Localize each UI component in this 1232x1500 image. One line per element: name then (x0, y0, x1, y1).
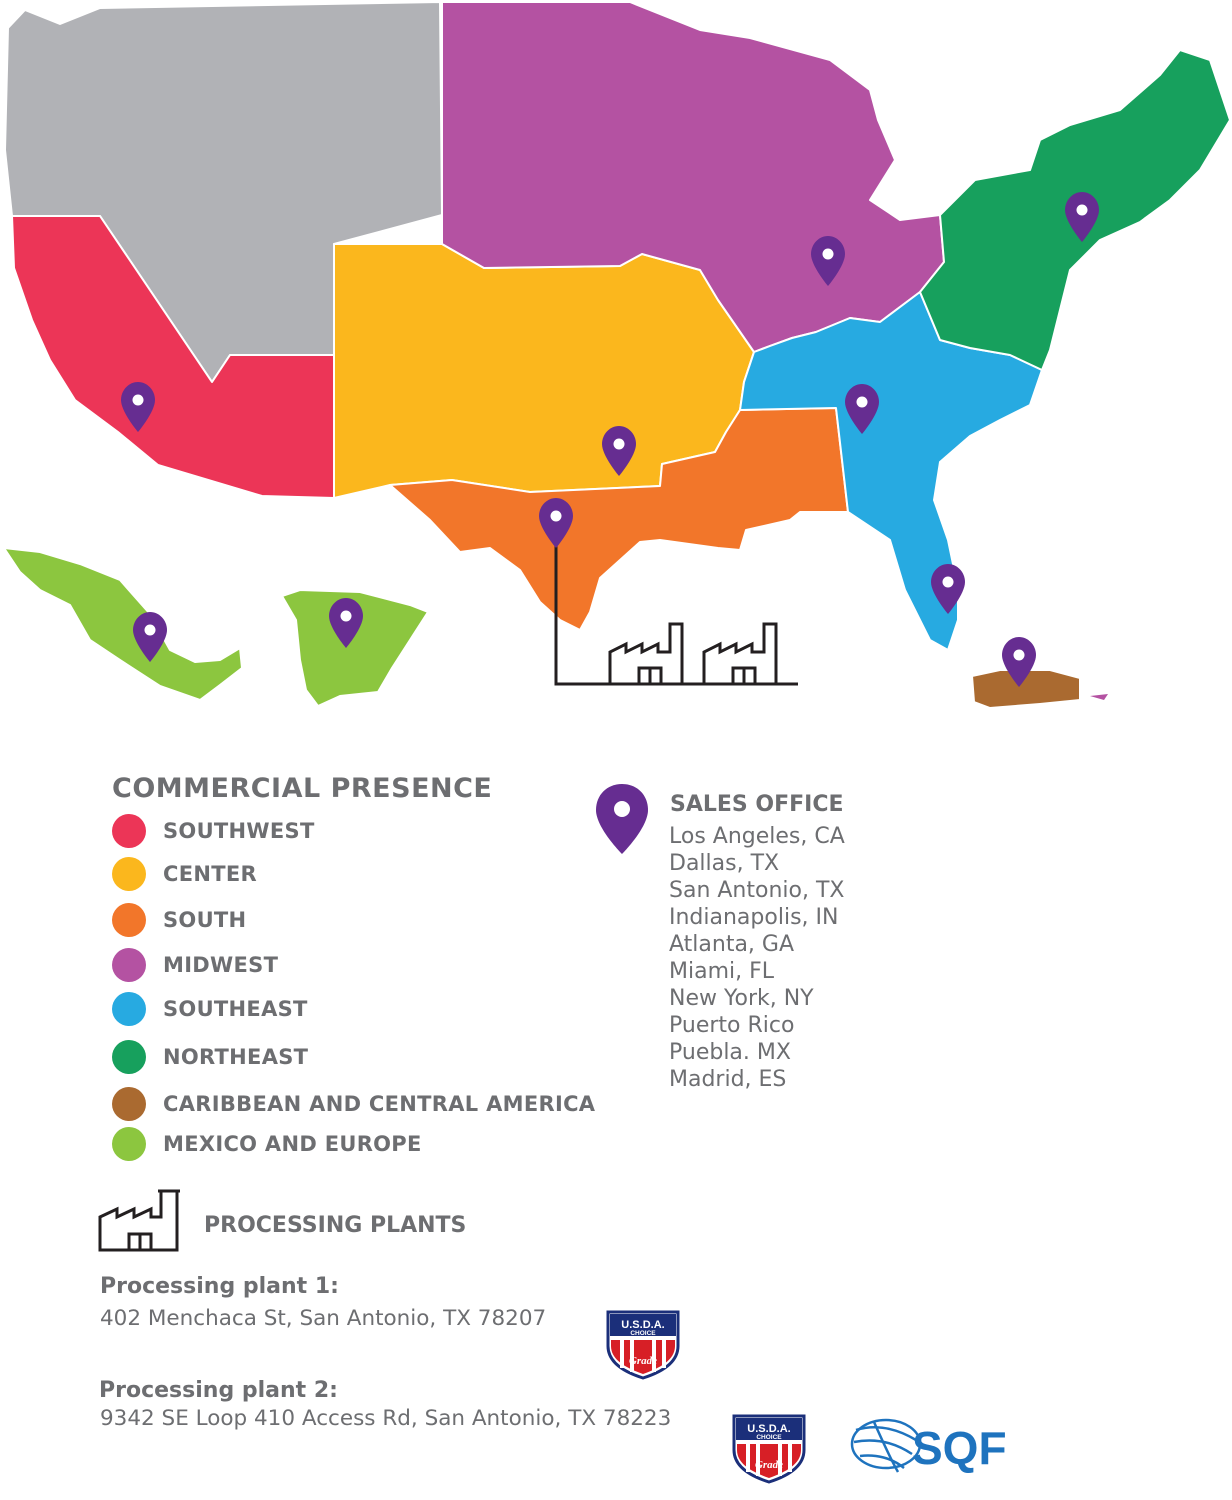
map-pin-icon (1002, 637, 1036, 687)
sales-office-item: New York, NY (669, 986, 814, 1011)
legend-swatch (112, 814, 146, 848)
region-mexico (3, 547, 243, 701)
legend-label: MIDWEST (163, 953, 279, 977)
factory-icon (98, 1189, 180, 1252)
sales-office-list: Los Angeles, CA Dallas, TX San Antonio, … (669, 823, 845, 1093)
usda-choice-badge: U.S.D.A. CHOICE Grade (732, 1414, 806, 1484)
map-pin-icon (811, 236, 845, 286)
sales-office-item: Miami, FL (669, 959, 775, 984)
map-pin-icon (1065, 192, 1099, 242)
svg-text:U.S.D.A.: U.S.D.A. (747, 1423, 790, 1435)
legend-swatch (112, 857, 146, 891)
sales-office-pins (121, 192, 1099, 687)
legend-swatch (112, 903, 146, 937)
sales-office-item: Puebla. MX (669, 1040, 791, 1065)
svg-text:CHOICE: CHOICE (630, 1330, 656, 1337)
processing-plants-title: PROCESSING PLANTS (204, 1213, 467, 1238)
legend-title: COMMERCIAL PRESENCE (112, 773, 493, 804)
legend-swatch (112, 992, 146, 1026)
legend-label: CENTER (163, 862, 257, 886)
sqf-logo: SQF (850, 1418, 1007, 1474)
legend-item: CENTER (112, 856, 257, 892)
svg-text:SQF: SQF (912, 1422, 1007, 1474)
legend-label: CARIBBEAN AND CENTRAL AMERICA (163, 1092, 596, 1116)
sales-office-title: SALES OFFICE (670, 792, 844, 817)
legend-swatch (112, 1040, 146, 1074)
region-southwest (11, 215, 335, 499)
map-pin-icon (845, 384, 879, 434)
sales-office-item: Atlanta, GA (669, 932, 795, 957)
sales-office-item: Indianapolis, IN (669, 905, 839, 930)
vieques-island (1090, 694, 1108, 700)
legend-item: NORTHEAST (112, 1039, 308, 1075)
legend-label: MEXICO AND EUROPE (163, 1132, 422, 1156)
sales-office-item: San Antonio, TX (669, 878, 845, 903)
map-pin-icon (121, 382, 155, 432)
svg-text:Grade: Grade (629, 1355, 657, 1367)
plant-2-address: 9342 SE Loop 410 Access Rd, San Antonio,… (100, 1406, 672, 1431)
sales-office-item: Madrid, ES (669, 1067, 787, 1092)
legend-item: CARIBBEAN AND CENTRAL AMERICA (112, 1086, 595, 1122)
region-spain (281, 589, 429, 707)
map-pin-icon (329, 598, 363, 648)
legend-label: SOUTH (163, 908, 247, 932)
region-southeast (739, 291, 1043, 651)
plant-1-heading: Processing plant 1: (100, 1274, 339, 1299)
legend-label: NORTHEAST (163, 1045, 309, 1069)
legend-swatch (112, 1127, 146, 1161)
svg-text:U.S.D.A.: U.S.D.A. (621, 1319, 664, 1331)
sales-office-item: Dallas, TX (669, 851, 780, 876)
map-pin-icon (133, 612, 167, 662)
map-pin-icon (539, 498, 573, 548)
factory-icon (702, 622, 778, 686)
legend-item: SOUTHEAST (112, 991, 308, 1027)
legend-item: SOUTH (112, 902, 246, 938)
legend-item: MIDWEST (112, 947, 278, 983)
legend-item: MEXICO AND EUROPE (112, 1126, 422, 1162)
legend-item: SOUTHWEST (112, 813, 315, 849)
svg-text:CHOICE: CHOICE (756, 1434, 782, 1441)
sales-office-item: Los Angeles, CA (669, 824, 845, 849)
map-pin-icon (596, 784, 648, 854)
map-pin-icon (931, 564, 965, 614)
legend-swatch (112, 948, 146, 982)
plant-2-heading: Processing plant 2: (99, 1378, 338, 1403)
sales-office-item: Puerto Rico (669, 1013, 795, 1038)
legend-label: SOUTHEAST (163, 997, 308, 1021)
plant-1-address: 402 Menchaca St, San Antonio, TX 78207 (100, 1306, 547, 1331)
legend-label: SOUTHWEST (163, 819, 315, 843)
legend-swatch (112, 1087, 146, 1121)
factory-icon (608, 622, 684, 686)
usda-choice-badge: U.S.D.A. CHOICE Grade (606, 1310, 680, 1380)
map-pin-icon (602, 426, 636, 476)
region-south (389, 407, 849, 631)
svg-text:Grade: Grade (755, 1459, 783, 1471)
regions-map (3, 1, 1231, 709)
